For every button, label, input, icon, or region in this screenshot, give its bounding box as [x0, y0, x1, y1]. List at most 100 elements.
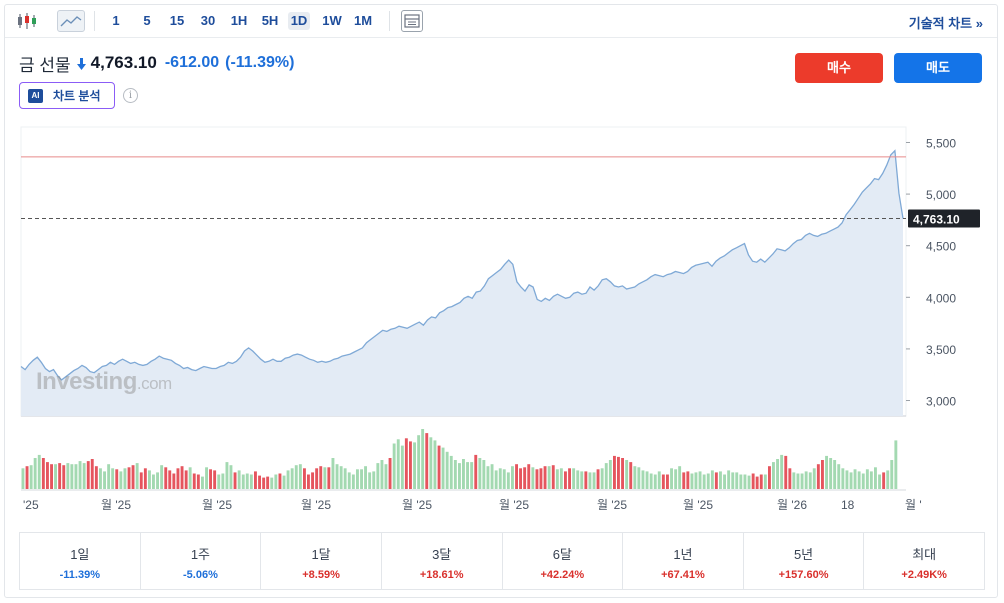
price-chart[interactable]: 5,500 5,000 4,500 4,000 3,500 3,000 4,763.10 '2… — [5, 122, 997, 522]
volume-bar — [127, 467, 131, 489]
volume-bar — [278, 473, 282, 489]
info-icon[interactable]: i — [123, 88, 138, 103]
timeframe-1h[interactable]: 1H — [230, 13, 248, 28]
y-axis-label: 3,000 — [926, 395, 956, 409]
performance-period: 1일 — [70, 547, 90, 562]
volume-bar — [111, 468, 115, 489]
volume-bar — [356, 469, 359, 489]
volume-bar — [192, 473, 196, 489]
volume-bar — [139, 472, 143, 489]
volume-bar — [796, 473, 800, 489]
area-chart-icon[interactable] — [57, 10, 85, 32]
volume-bar — [821, 460, 824, 489]
timeframe-1d[interactable]: 1D — [288, 12, 310, 30]
volume-bar — [103, 471, 106, 489]
volume-bar — [482, 460, 486, 489]
performance-value: -11.39% — [59, 569, 100, 581]
volume-bar — [649, 473, 653, 489]
performance-cell[interactable]: 1일 -11.39% — [20, 533, 141, 589]
volume-bar — [82, 463, 86, 489]
volume-bar — [33, 458, 37, 489]
technical-chart-link[interactable]: 기술적 차트 » — [908, 16, 983, 31]
volume-bar — [58, 463, 62, 489]
volume-bar — [388, 458, 392, 489]
volume-bar — [894, 440, 898, 489]
timeframe-1[interactable]: 1 — [112, 13, 120, 28]
volume-bar — [99, 468, 102, 489]
performance-value: +2.49K% — [901, 569, 947, 581]
volume-bar — [833, 460, 837, 489]
volume-bar — [861, 473, 865, 489]
performance-value: +42.24% — [540, 569, 585, 581]
volume-bar — [176, 468, 180, 489]
volume-bar — [886, 470, 890, 489]
sell-button[interactable]: 매도 — [894, 53, 982, 83]
volume-bar — [90, 459, 94, 489]
volume-bar — [706, 473, 710, 489]
volume-bar — [527, 464, 531, 489]
volume-bar — [86, 461, 90, 489]
volume-bar — [621, 458, 624, 489]
volume-bar — [360, 469, 363, 489]
buy-button[interactable]: 매수 — [795, 53, 883, 83]
volume-bar — [258, 475, 261, 489]
timeframe-15[interactable]: 15 — [169, 13, 185, 28]
volume-bar — [331, 458, 335, 489]
volume-bar — [94, 466, 98, 489]
performance-value: +67.41% — [661, 569, 705, 581]
volume-bar — [498, 468, 502, 489]
volume-bar — [678, 466, 682, 489]
volume-bar — [164, 467, 168, 489]
volume-bar — [160, 465, 164, 489]
volume-bar — [413, 442, 416, 489]
volume-bar — [853, 469, 857, 489]
volume-bar — [54, 464, 57, 489]
x-axis-label: 월 '25 — [301, 498, 331, 512]
performance-cell[interactable]: 1주 -5.06% — [141, 533, 262, 589]
performance-period: 5년 — [793, 547, 814, 562]
volume-bar — [857, 471, 861, 489]
performance-cell[interactable]: 최대 +2.49K% — [864, 533, 984, 589]
last-price: 4,763.10 — [90, 53, 157, 72]
volume-bar — [653, 474, 657, 489]
performance-cell[interactable]: 1달 +8.59% — [261, 533, 382, 589]
volume-bar — [143, 468, 147, 489]
volume-bar — [201, 476, 204, 489]
volume-bar — [808, 472, 812, 489]
price-change-percent: (-11.39%) — [225, 54, 295, 71]
timeframe-5h[interactable]: 5H — [261, 13, 279, 28]
performance-cell[interactable]: 5년 +157.60% — [744, 533, 865, 589]
timeframe-5[interactable]: 5 — [143, 13, 151, 28]
volume-bar — [849, 472, 853, 489]
chart-widget: 1 5 15 30 1H 5H 1D 1W 1M 기술적 차트 » 금 선물 4,763.10 … — [4, 4, 998, 598]
volume-bar — [661, 474, 665, 489]
volume-bar — [131, 465, 135, 489]
timeframe-1m[interactable]: 1M — [353, 13, 373, 28]
volume-bar — [21, 468, 25, 489]
volume-bar — [107, 464, 111, 489]
volume-bar — [339, 466, 343, 489]
volume-bar — [205, 467, 208, 489]
volume-bar — [604, 463, 608, 489]
x-axis-label: 월 '25 — [202, 498, 232, 512]
timeframe-30[interactable]: 30 — [200, 13, 216, 28]
volume-bar — [50, 464, 53, 489]
volume-bar — [233, 472, 237, 489]
volume-bar — [266, 476, 270, 489]
volume-bar — [46, 462, 49, 489]
ai-chart-analysis-button[interactable]: AI 차트 분석 — [19, 82, 115, 109]
volume-bar — [466, 462, 469, 489]
candlestick-chart-icon[interactable] — [15, 10, 39, 32]
volume-bar — [25, 466, 29, 489]
volume-bar — [694, 472, 698, 489]
timeframe-1w[interactable]: 1W — [322, 13, 342, 28]
performance-cell[interactable]: 3달 +18.61% — [382, 533, 503, 589]
volume-bar — [739, 474, 743, 489]
volume-bar — [657, 471, 661, 489]
performance-cell[interactable]: 1년 +67.41% — [623, 533, 744, 589]
volume-bar — [41, 458, 45, 489]
table-view-icon[interactable] — [401, 10, 423, 32]
volume-bar — [486, 466, 490, 489]
performance-cell[interactable]: 6달 +42.24% — [503, 533, 624, 589]
volume-bar — [474, 454, 478, 489]
